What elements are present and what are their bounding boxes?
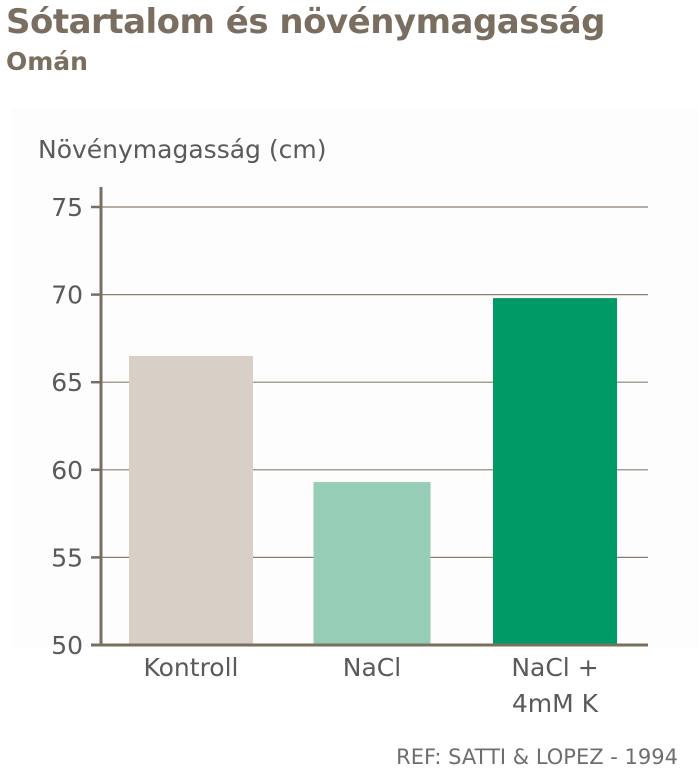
x-tick-label: NaCl	[343, 653, 401, 682]
x-tick-label: Kontroll	[143, 653, 238, 682]
bar	[129, 355, 253, 645]
chart-title: Sótartalom és növénymagasság	[6, 2, 605, 42]
y-tick-label: 75	[51, 193, 83, 222]
x-tick-label-line: NaCl	[343, 653, 401, 682]
bar	[313, 482, 431, 645]
y-tick-label: 50	[51, 631, 83, 660]
y-tick-label: 55	[51, 543, 83, 572]
y-tick-labels: 50 55 60 65 70 75	[51, 193, 83, 660]
bar-chart: Növénymagasság (cm) 50 55 60 65 70 75 Kontrol…	[38, 135, 648, 718]
y-tick-label: 60	[51, 456, 83, 485]
y-tick-label: 65	[51, 368, 83, 397]
axes	[91, 187, 648, 647]
bar	[493, 298, 617, 645]
chart-subtitle: Omán	[6, 47, 88, 76]
x-tick-label-line: Kontroll	[143, 653, 238, 682]
y-tick-label: 70	[51, 281, 83, 310]
y-axis-label: Növénymagasság (cm)	[38, 135, 326, 164]
x-tick-labels: Kontroll NaCl NaCl + 4mM K	[143, 653, 598, 718]
x-tick-label-line: 4mM K	[512, 689, 599, 718]
x-tick-label-line: NaCl +	[511, 653, 598, 682]
x-tick-label: NaCl + 4mM K	[511, 653, 598, 718]
bars	[129, 298, 617, 645]
reference-note: REF: SATTI & LOPEZ - 1994	[396, 745, 678, 769]
